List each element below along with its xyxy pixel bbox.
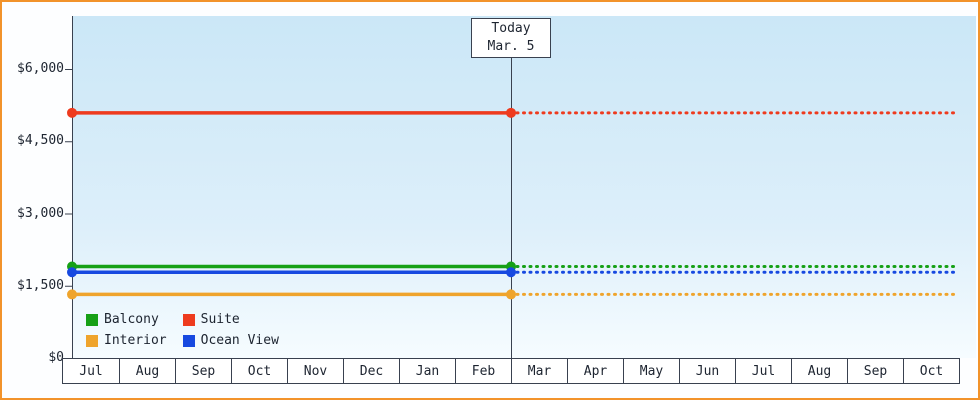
today-marker-label: Today Mar. 5 (471, 18, 551, 58)
y-axis-tick-label: $0 (48, 350, 64, 365)
today-label: Today (491, 21, 531, 36)
series-marker-today-ocean-view (506, 267, 516, 278)
month-label: Sep (847, 359, 903, 383)
month-label: Jan (399, 359, 455, 383)
month-label: Dec (343, 359, 399, 383)
series-marker-today-suite (506, 107, 516, 118)
y-axis-tick-label: $6,000 (17, 61, 64, 76)
month-label: Mar (511, 359, 567, 383)
legend-swatch-ocean-view (182, 334, 195, 347)
y-axis-tick-label: $1,500 (17, 277, 64, 293)
month-label: Sep (175, 359, 231, 383)
legend-item-interior: Interior (86, 333, 167, 348)
today-date: Mar. 5 (487, 39, 535, 54)
legend-item-balcony: Balcony (86, 312, 167, 327)
series-marker-start-suite (67, 107, 77, 118)
y-axis-tick-label: $3,000 (17, 205, 64, 221)
month-label: Jun (679, 359, 735, 383)
series-marker-start-interior (67, 289, 77, 300)
legend-label: Suite (200, 312, 240, 327)
legend-label: Interior (104, 333, 167, 348)
series-marker-start-ocean-view (67, 267, 77, 278)
x-axis-months: Jul Aug Sep Oct Nov Dec Jan Feb Mar Apr May Jun Jul A… (62, 358, 960, 384)
month-label: Jul (735, 359, 791, 383)
plot-area (72, 16, 976, 358)
legend-label: Balcony (104, 312, 159, 327)
month-label: Nov (287, 359, 343, 383)
month-label: Aug (791, 359, 847, 383)
month-label: May (623, 359, 679, 383)
month-label: Aug (119, 359, 175, 383)
y-axis-tick-label: $4,500 (17, 133, 64, 149)
legend-item-ocean-view: Ocean View (182, 333, 279, 348)
month-label: Oct (231, 359, 287, 383)
series-marker-today-interior (506, 289, 516, 300)
month-label: Apr (567, 359, 623, 383)
legend-swatch-suite (182, 313, 195, 326)
chart-legend: Balcony Suite Interior Ocean View (86, 312, 279, 348)
legend-item-suite: Suite (182, 312, 279, 327)
legend-swatch-balcony (86, 313, 98, 326)
month-label: Oct (903, 359, 959, 383)
legend-swatch-interior (86, 334, 98, 347)
month-label: Feb (455, 359, 511, 383)
legend-label: Ocean View (200, 333, 279, 348)
month-label: Jul (63, 359, 119, 383)
